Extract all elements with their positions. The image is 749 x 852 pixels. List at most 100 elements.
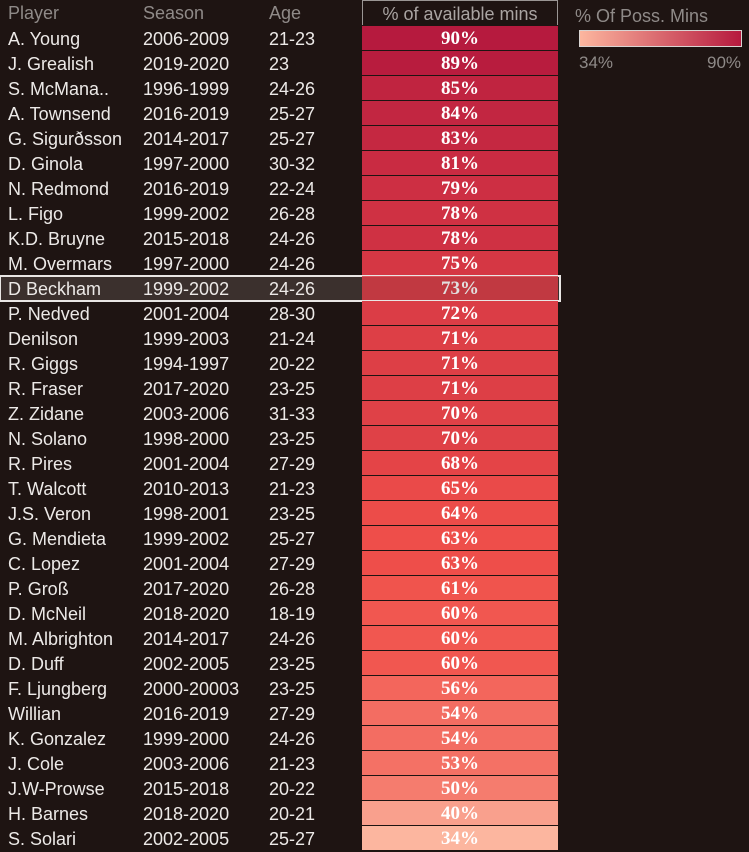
age-cell: 22-24: [269, 179, 316, 199]
header-player[interactable]: Player: [8, 3, 60, 23]
age-cell: 24-26: [269, 254, 316, 274]
table-row[interactable]: C. Lopez 2001-2004 27-29 63%: [0, 551, 560, 576]
table-row[interactable]: H. Barnes 2018-2020 20-21 40%: [0, 801, 560, 826]
season-cell: 1999-2002: [143, 204, 230, 224]
table-row[interactable]: Willian 2016-2019 27-29 54%: [0, 701, 560, 726]
table-row[interactable]: R. Fraser 2017-2020 23-25 71%: [0, 376, 560, 401]
table-row[interactable]: R. Giggs 1994-1997 20-22 71%: [0, 351, 560, 376]
table-row[interactable]: F. Ljungberg 2000-20003 23-25 56%: [0, 676, 560, 701]
player-cell: D Beckham: [8, 279, 102, 299]
table-row[interactable]: S. McMana.. 1996-1999 24-26 85%: [0, 76, 560, 101]
player-cell: T. Walcott: [8, 479, 87, 499]
table-row[interactable]: M. Overmars 1997-2000 24-26 75%: [0, 251, 560, 276]
pct-cell: 50%: [362, 776, 558, 800]
season-cell: 2018-2020: [143, 804, 230, 824]
season-cell: 2001-2004: [143, 554, 230, 574]
pct-cell: 70%: [362, 401, 558, 425]
pct-cell: 73%: [362, 276, 558, 300]
table-row[interactable]: L. Figo 1999-2002 26-28 78%: [0, 201, 560, 226]
legend-max-label: 90%: [707, 53, 742, 72]
age-cell: 27-29: [269, 454, 316, 474]
player-cell: N. Redmond: [8, 179, 110, 199]
header-pct-available-mins[interactable]: % of available mins: [362, 0, 558, 25]
season-cell: 1999-2003: [143, 329, 230, 349]
age-cell: 27-29: [269, 554, 316, 574]
age-cell: 28-30: [269, 304, 316, 324]
pct-cell: 72%: [362, 301, 558, 325]
player-cell: S. McMana..: [8, 79, 110, 99]
player-cell: A. Young: [8, 29, 81, 49]
table-row[interactable]: K.D. Bruyne 2015-2018 24-26 78%: [0, 226, 560, 251]
pct-cell: 60%: [362, 601, 558, 625]
season-cell: 1998-2000: [143, 429, 230, 449]
season-cell: 2017-2020: [143, 579, 230, 599]
age-cell: 20-21: [269, 804, 316, 824]
season-cell: 2016-2019: [143, 179, 230, 199]
player-cell: M. Overmars: [8, 254, 113, 274]
table-row[interactable]: R. Pires 2001-2004 27-29 68%: [0, 451, 560, 476]
age-cell: 20-22: [269, 779, 316, 799]
table-row[interactable]: J. Cole 2003-2006 21-23 53%: [0, 751, 560, 776]
pct-cell: 61%: [362, 576, 558, 600]
age-cell: 21-23: [269, 754, 316, 774]
table-row[interactable]: J. Grealish 2019-2020 23 89%: [0, 51, 560, 76]
pct-cell: 63%: [362, 526, 558, 550]
pct-cell: 75%: [362, 251, 558, 275]
season-cell: 1997-2000: [143, 254, 230, 274]
table-row[interactable]: Z. Zidane 2003-2006 31-33 70%: [0, 401, 560, 426]
table-row[interactable]: J.W-Prowse 2015-2018 20-22 50%: [0, 776, 560, 801]
season-cell: 1999-2002: [143, 529, 230, 549]
player-cell: R. Fraser: [8, 379, 84, 399]
pct-cell: 78%: [362, 201, 558, 225]
age-cell: 21-24: [269, 329, 316, 349]
table-row[interactable]: A. Young 2006-2009 21-23 90%: [0, 26, 560, 51]
pct-cell: 54%: [362, 701, 558, 725]
header-season[interactable]: Season: [143, 3, 205, 23]
player-cell: P. Nedved: [8, 304, 90, 324]
table-row[interactable]: K. Gonzalez 1999-2000 24-26 54%: [0, 726, 560, 751]
table-row[interactable]: D. McNeil 2018-2020 18-19 60%: [0, 601, 560, 626]
table-row[interactable]: P. Groß 2017-2020 26-28 61%: [0, 576, 560, 601]
player-cell: J.W-Prowse: [8, 779, 105, 799]
season-cell: 2014-2017: [143, 129, 230, 149]
player-cell: M. Albrighton: [8, 629, 114, 649]
season-cell: 2003-2006: [143, 404, 230, 424]
season-cell: 1999-2000: [143, 729, 230, 749]
season-cell: 2006-2009: [143, 29, 230, 49]
table-row[interactable]: N. Redmond 2016-2019 22-24 79%: [0, 176, 560, 201]
pct-cell: 40%: [362, 801, 558, 825]
table-row[interactable]: M. Albrighton 2014-2017 24-26 60%: [0, 626, 560, 651]
player-cell: D. Ginola: [8, 154, 84, 174]
table-row[interactable]: G. Mendieta 1999-2002 25-27 63%: [0, 526, 560, 551]
pct-cell: 34%: [362, 826, 558, 850]
season-cell: 1996-1999: [143, 79, 230, 99]
player-cell: N. Solano: [8, 429, 88, 449]
player-cell: Z. Zidane: [8, 404, 85, 424]
table-row[interactable]: G. Sigurðsson 2014-2017 25-27 83%: [0, 126, 560, 151]
age-cell: 21-23: [269, 479, 316, 499]
table-row[interactable]: T. Walcott 2010-2013 21-23 65%: [0, 476, 560, 501]
pct-cell: 70%: [362, 426, 558, 450]
table-row[interactable]: P. Nedved 2001-2004 28-30 72%: [0, 301, 560, 326]
table-row[interactable]: J.S. Veron 1998-2001 23-25 64%: [0, 501, 560, 526]
table-row[interactable]: D. Ginola 1997-2000 30-32 81%: [0, 151, 560, 176]
table-row[interactable]: N. Solano 1998-2000 23-25 70%: [0, 426, 560, 451]
table-row[interactable]: D Beckham 1999-2002 24-26 73%: [0, 275, 561, 302]
age-cell: 23: [269, 54, 290, 74]
player-cell: G. Sigurðsson: [8, 129, 123, 149]
table-row[interactable]: A. Townsend 2016-2019 25-27 84%: [0, 101, 560, 126]
table-row[interactable]: S. Solari 2002-2005 25-27 34%: [0, 826, 560, 851]
season-cell: 2016-2019: [143, 704, 230, 724]
table-row[interactable]: D. Duff 2002-2005 23-25 60%: [0, 651, 560, 676]
player-cell: G. Mendieta: [8, 529, 107, 549]
pct-cell: 68%: [362, 451, 558, 475]
table-row[interactable]: Denilson 1999-2003 21-24 71%: [0, 326, 560, 351]
player-cell: K. Gonzalez: [8, 729, 107, 749]
pct-cell: 64%: [362, 501, 558, 525]
season-cell: 2017-2020: [143, 379, 230, 399]
age-cell: 24-26: [269, 729, 316, 749]
legend-min-label: 34%: [579, 53, 614, 72]
season-cell: 2019-2020: [143, 54, 230, 74]
header-age[interactable]: Age: [269, 3, 302, 23]
pct-cell: 84%: [362, 101, 558, 125]
